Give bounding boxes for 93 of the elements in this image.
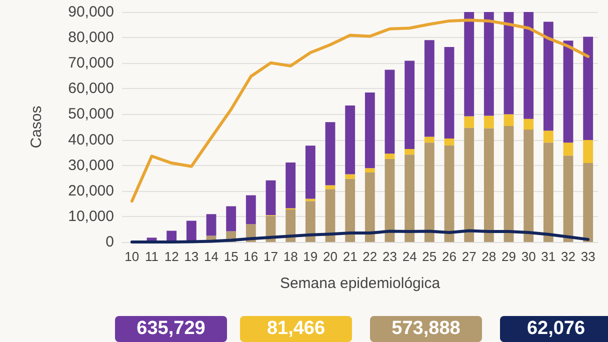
x-tick-label: 23	[382, 249, 397, 264]
x-tick-label: 14	[204, 249, 218, 264]
bar	[206, 214, 216, 236]
text: 62,076	[500, 316, 608, 342]
x-tick-label: 15	[224, 249, 238, 264]
bar	[543, 22, 554, 131]
bar	[384, 158, 395, 242]
bar	[345, 106, 356, 174]
bar	[504, 126, 514, 242]
bar	[444, 138, 454, 146]
bar	[424, 142, 434, 242]
text: 573,888	[370, 316, 482, 342]
y-tick-label: 20,000	[68, 182, 114, 200]
x-tick-label: 24	[402, 249, 417, 264]
bar	[543, 130, 554, 143]
bar	[345, 178, 356, 242]
bar	[583, 140, 594, 164]
y-tick-label: 60,000	[68, 80, 114, 98]
x-tick-label: 11	[145, 249, 158, 264]
bar	[464, 116, 474, 128]
x-tick-label: 18	[283, 249, 298, 264]
bar	[524, 12, 534, 119]
bar	[325, 122, 336, 186]
x-tick-label: 27	[462, 249, 476, 264]
bar	[524, 130, 534, 242]
y-tick-label: 0	[106, 234, 114, 250]
x-tick-label: 22	[362, 249, 378, 264]
bar	[286, 162, 296, 208]
bar	[384, 154, 395, 159]
x-tick-label: 30	[521, 249, 536, 264]
y-axis-title: Casos	[28, 106, 45, 148]
x-tick-label: 29	[502, 249, 516, 264]
bar	[404, 154, 415, 242]
y-tick-label: 30,000	[68, 156, 114, 174]
x-tick-label: 28	[482, 249, 496, 264]
bar	[464, 12, 474, 116]
y-tick-label: 80,000	[68, 29, 114, 46]
bar	[424, 40, 434, 137]
line-series	[130, 229, 590, 244]
bar	[484, 128, 494, 242]
bar	[444, 145, 454, 242]
bar	[305, 201, 316, 242]
y-tick-label: 90,000	[68, 4, 114, 20]
bar	[424, 136, 434, 143]
bar	[583, 163, 594, 242]
x-tick-label: 16	[244, 249, 258, 264]
y-tick-label: 70,000	[68, 54, 114, 72]
bar	[484, 116, 494, 128]
bar	[305, 146, 316, 199]
bar	[286, 210, 296, 242]
bar	[364, 168, 375, 172]
bar	[384, 70, 395, 154]
bar	[345, 174, 356, 179]
y-tick-label: 10,000	[68, 208, 114, 225]
bar	[524, 118, 534, 130]
bar	[504, 12, 514, 114]
text: 635,729	[115, 316, 227, 342]
bar	[563, 142, 574, 156]
bar	[404, 60, 415, 149]
x-tick-label: 17	[264, 249, 278, 264]
x-tick-label: 13	[184, 249, 199, 264]
x-axis-title: Semana epidemiológica	[280, 275, 441, 292]
x-tick-label: 19	[303, 249, 318, 264]
bar	[543, 142, 554, 242]
bar	[226, 206, 236, 232]
bar	[364, 92, 375, 168]
bar	[504, 114, 514, 126]
bar	[166, 230, 177, 242]
bar	[583, 36, 594, 140]
bar	[484, 12, 494, 116]
bar	[246, 195, 256, 224]
bar	[464, 128, 474, 242]
y-tick-label: 50,000	[68, 106, 114, 123]
x-tick-label: 33	[580, 249, 596, 264]
bar	[404, 148, 415, 155]
y-tick-label: 40,000	[68, 131, 114, 148]
bar	[266, 180, 276, 216]
x-tick-label: 26	[442, 249, 456, 264]
text: 81,466	[240, 316, 352, 342]
x-tick-label: 21	[342, 249, 358, 264]
bar	[563, 156, 574, 242]
x-tick-label: 12	[164, 249, 179, 264]
bar	[325, 189, 336, 242]
line-series	[130, 18, 590, 203]
bar	[563, 40, 574, 143]
bar	[186, 220, 196, 242]
x-tick-label: 25	[422, 249, 437, 264]
x-tick-label: 31	[541, 249, 556, 264]
x-tick-label: 20	[323, 249, 338, 264]
x-tick-label: 32	[561, 249, 576, 264]
bar	[364, 172, 375, 242]
bar	[444, 47, 454, 138]
x-tick-label: 10	[124, 249, 140, 264]
